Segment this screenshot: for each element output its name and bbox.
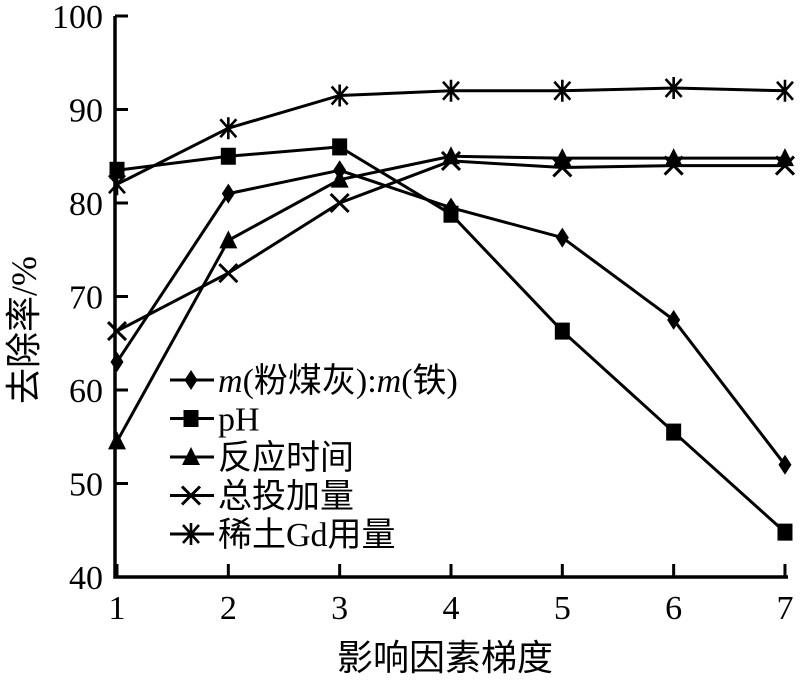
asterisk-marker <box>219 117 238 140</box>
x-tick-label: 2 <box>220 590 237 627</box>
x-tick-label: 1 <box>109 590 126 627</box>
series-asterisk <box>108 76 794 196</box>
y-tick-label: 90 <box>69 93 103 130</box>
legend-label: m(粉煤灰):m(铁) <box>218 362 458 400</box>
x-axis-title: 影响因素梯度 <box>337 638 553 678</box>
square-marker <box>443 205 459 223</box>
legend-label: 总投加量 <box>218 478 354 516</box>
legend-item: 稀土Gd用量 <box>170 516 396 554</box>
y-tick-label: 50 <box>69 467 103 504</box>
asterisk-marker <box>776 79 794 102</box>
square-marker <box>109 161 125 179</box>
square-marker <box>220 147 236 165</box>
x-marker <box>180 485 202 506</box>
x-marker <box>552 157 573 178</box>
triangle-marker <box>219 230 238 249</box>
diamond-marker <box>778 454 792 475</box>
legend-label: 反应时间 <box>218 439 354 477</box>
diamond-marker <box>667 309 681 330</box>
series-square <box>109 138 793 541</box>
series-line-asterisk <box>116 86 786 186</box>
x-tick-label: 3 <box>331 590 348 627</box>
y-tick-label: 60 <box>69 373 103 410</box>
data-series <box>106 76 796 541</box>
square-marker <box>666 423 682 441</box>
asterisk-marker <box>553 79 572 102</box>
diamond-marker <box>221 183 235 204</box>
y-tick-label: 40 <box>69 560 103 597</box>
x-marker <box>329 192 350 214</box>
legend-label: 稀土Gd用量 <box>218 516 396 554</box>
square-marker <box>554 322 570 340</box>
axes: 40 50 60 70 80 90 100 1 2 3 4 5 6 7 <box>52 0 793 627</box>
square-marker <box>332 138 348 156</box>
diamond-marker <box>110 351 124 372</box>
x-tick-label: 5 <box>554 590 571 627</box>
y-tick-label: 70 <box>69 280 103 317</box>
triangle-marker <box>182 447 200 465</box>
asterisk-marker <box>664 76 683 99</box>
diamond-marker <box>184 370 198 390</box>
x-marker <box>106 321 128 342</box>
y-tick-label: 80 <box>69 186 103 223</box>
legend-item: pH <box>170 402 260 439</box>
square-marker <box>183 410 199 427</box>
series-triangle <box>108 146 794 450</box>
triangle-marker <box>108 431 126 450</box>
x-tick-label: 6 <box>665 590 682 627</box>
x-tick-label: 4 <box>442 590 459 627</box>
x-marker <box>663 155 684 176</box>
x-marker <box>440 150 462 171</box>
asterisk-marker <box>182 523 200 545</box>
y-tick-label: 100 <box>52 0 103 36</box>
triangle-marker <box>330 169 349 188</box>
x-marker <box>218 263 239 284</box>
legend-item: m(粉煤灰):m(铁) <box>170 362 458 400</box>
x-tick-label: 7 <box>776 590 793 627</box>
asterisk-marker <box>442 79 460 102</box>
y-axis-title: 去除率/% <box>4 256 44 404</box>
legend-label: pH <box>218 402 260 439</box>
diamond-marker <box>555 227 569 248</box>
square-marker <box>777 523 793 541</box>
legend-item: 反应时间 <box>170 439 354 477</box>
asterisk-marker <box>330 84 349 107</box>
asterisk-marker <box>108 173 126 196</box>
series-x <box>106 150 796 342</box>
series-line-x <box>116 159 785 333</box>
legend-item: 总投加量 <box>170 478 354 516</box>
x-marker <box>774 155 796 176</box>
